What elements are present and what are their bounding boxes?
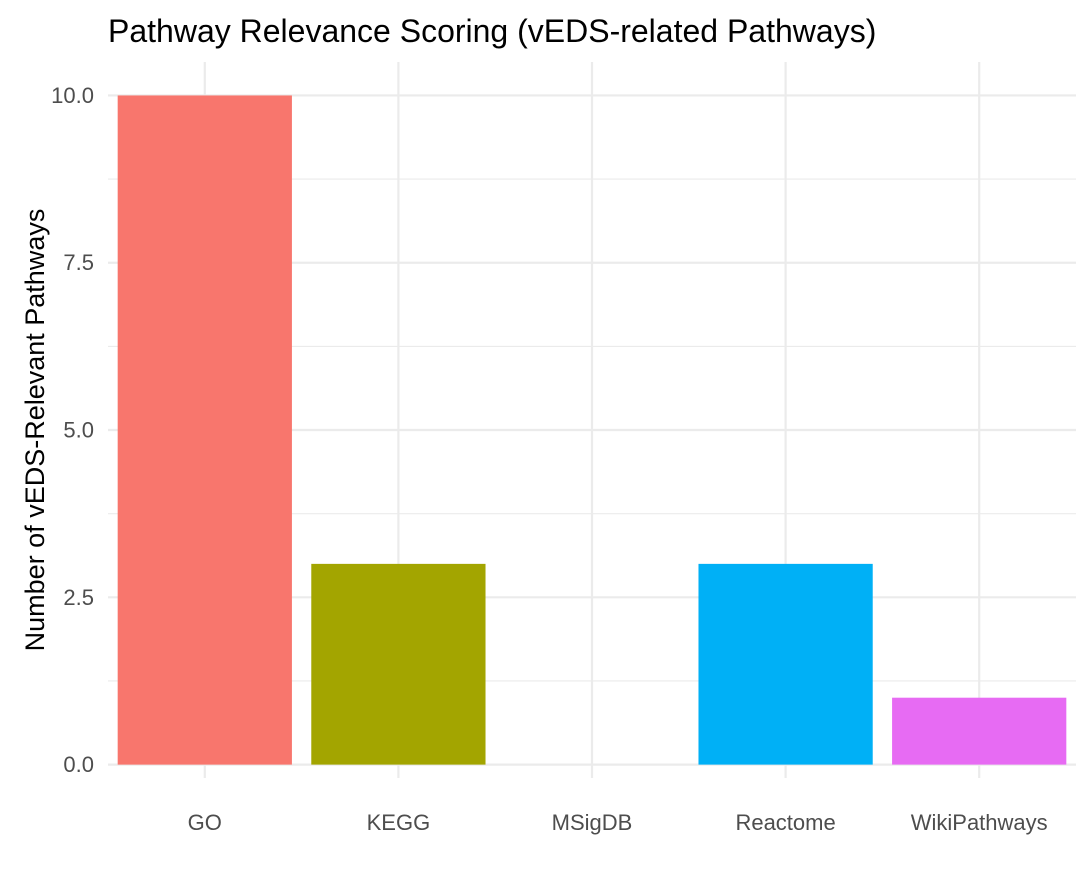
x-tick-label: KEGG (367, 810, 431, 835)
bar-kegg (311, 563, 486, 765)
y-tick-label: 2.5 (63, 585, 94, 610)
x-tick-label: Reactome (735, 810, 835, 835)
y-axis-tick-labels: 0.0 2.5 5.0 7.5 10.0 (51, 83, 94, 777)
bar-reactome (698, 563, 873, 765)
y-tick-label: 5.0 (63, 418, 94, 443)
bar-go (117, 95, 292, 765)
y-tick-label: 7.5 (63, 250, 94, 275)
x-tick-label: GO (188, 810, 222, 835)
bar-wikipathways (892, 697, 1067, 765)
x-tick-label: WikiPathways (911, 810, 1048, 835)
bars (117, 95, 1067, 765)
chart-title: Pathway Relevance Scoring (vEDS-related … (108, 13, 876, 49)
y-tick-label: 10.0 (51, 83, 94, 108)
x-tick-label: MSigDB (552, 810, 633, 835)
x-axis-tick-labels: GO KEGG MSigDB Reactome WikiPathways (188, 810, 1048, 835)
y-tick-label: 0.0 (63, 752, 94, 777)
y-axis-title: Number of vEDS-Relevant Pathways (20, 209, 50, 652)
